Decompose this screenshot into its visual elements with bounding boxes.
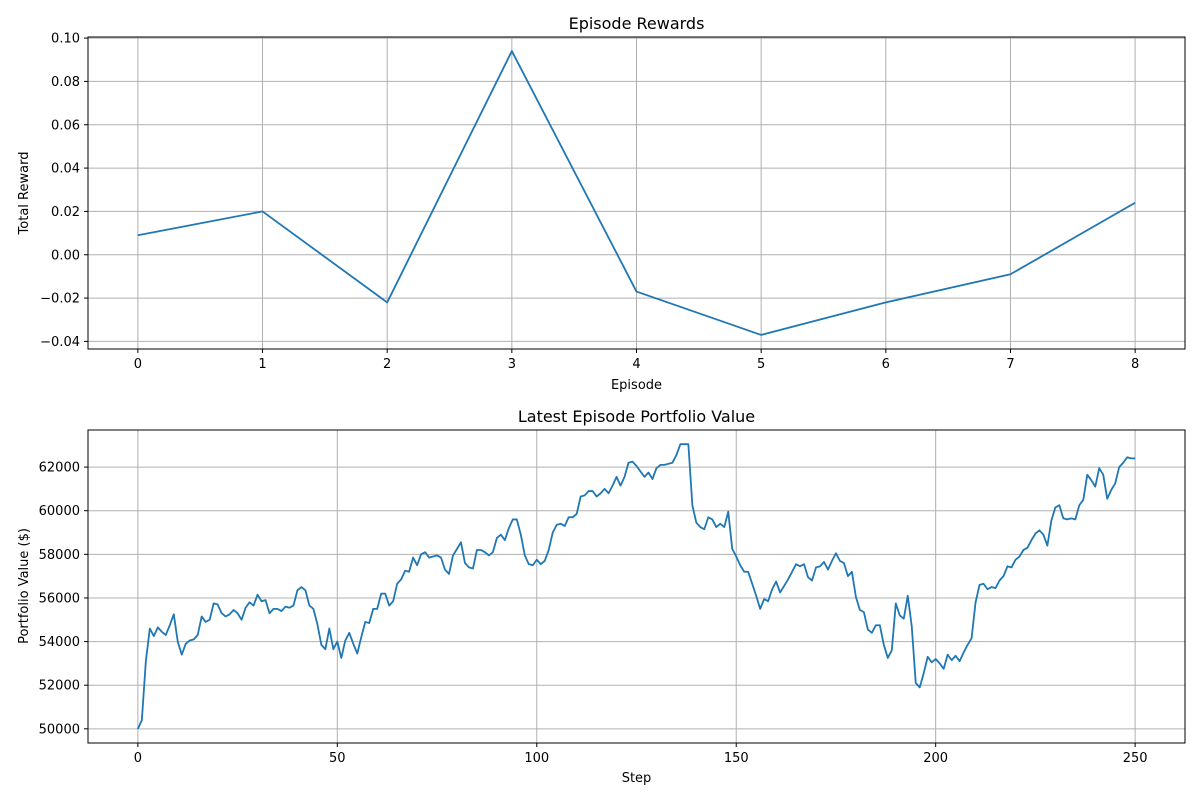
axis-ticks: 0 50 100 150 200 250 50000 52000 54000 56000 58000… — [39, 461, 1148, 766]
y-tick-label: 52000 — [39, 679, 80, 694]
y-tick-label: 0.08 — [51, 75, 80, 90]
y-tick-label: 0.06 — [51, 118, 80, 133]
y-tick-label: 0.02 — [51, 205, 80, 220]
x-tick-label: 2 — [383, 357, 391, 372]
x-tick-label: 4 — [632, 357, 640, 372]
series-line — [137, 50, 1136, 336]
x-tick-label: 150 — [724, 751, 749, 766]
y-tick-label: 0.00 — [51, 248, 80, 263]
y-tick-label: −0.02 — [40, 292, 80, 307]
x-tick-label: 7 — [1006, 357, 1014, 372]
x-tick-label: 3 — [508, 357, 516, 372]
y-tick-label: 62000 — [39, 461, 80, 476]
x-tick-label: 6 — [882, 357, 890, 372]
x-tick-label: 8 — [1131, 357, 1139, 372]
grid — [88, 430, 1185, 743]
series-line — [137, 443, 1136, 730]
y-tick-label: 0.04 — [51, 162, 80, 177]
y-tick-label: 58000 — [39, 548, 80, 563]
x-axis-label: Step — [622, 771, 652, 786]
x-tick-label: 0 — [134, 357, 142, 372]
episode-rewards-chart: Episode Rewards 0 1 2 3 4 5 6 7 8−0.04−0.020.000… — [17, 14, 1186, 393]
y-tick-label: −0.04 — [40, 335, 80, 350]
y-tick-label: 0.10 — [51, 32, 80, 47]
portfolio-value-chart: Latest Episode Portfolio Value 0 50 100 150… — [17, 407, 1186, 786]
x-tick-label: 5 — [757, 357, 765, 372]
axis-ticks: 0 1 2 3 4 5 6 7 8 −0.04 −0.02 0.00 0.02 0.04 0.06 0.08 0… — [40, 32, 1139, 372]
x-axis-label: Episode — [611, 378, 662, 393]
x-tick-label: 100 — [524, 751, 549, 766]
y-axis-label: Total Reward — [17, 152, 32, 236]
plot-frame — [87, 36, 1186, 350]
x-tick-label: 1 — [258, 357, 266, 372]
plot-frame — [87, 429, 1186, 744]
y-tick-label: 54000 — [39, 635, 80, 650]
y-tick-label: 50000 — [39, 722, 80, 737]
x-tick-label: 250 — [1123, 751, 1148, 766]
x-tick-label: 50 — [329, 751, 346, 766]
chart-title: Episode Rewards — [569, 14, 705, 33]
x-tick-label: 0 — [134, 751, 142, 766]
grid — [88, 37, 1185, 349]
y-tick-label: 60000 — [39, 504, 80, 519]
y-tick-label: 56000 — [39, 591, 80, 606]
y-axis-label: Portfolio Value ($) — [17, 528, 32, 644]
x-tick-label: 200 — [923, 751, 948, 766]
chart-title: Latest Episode Portfolio Value — [518, 407, 755, 426]
